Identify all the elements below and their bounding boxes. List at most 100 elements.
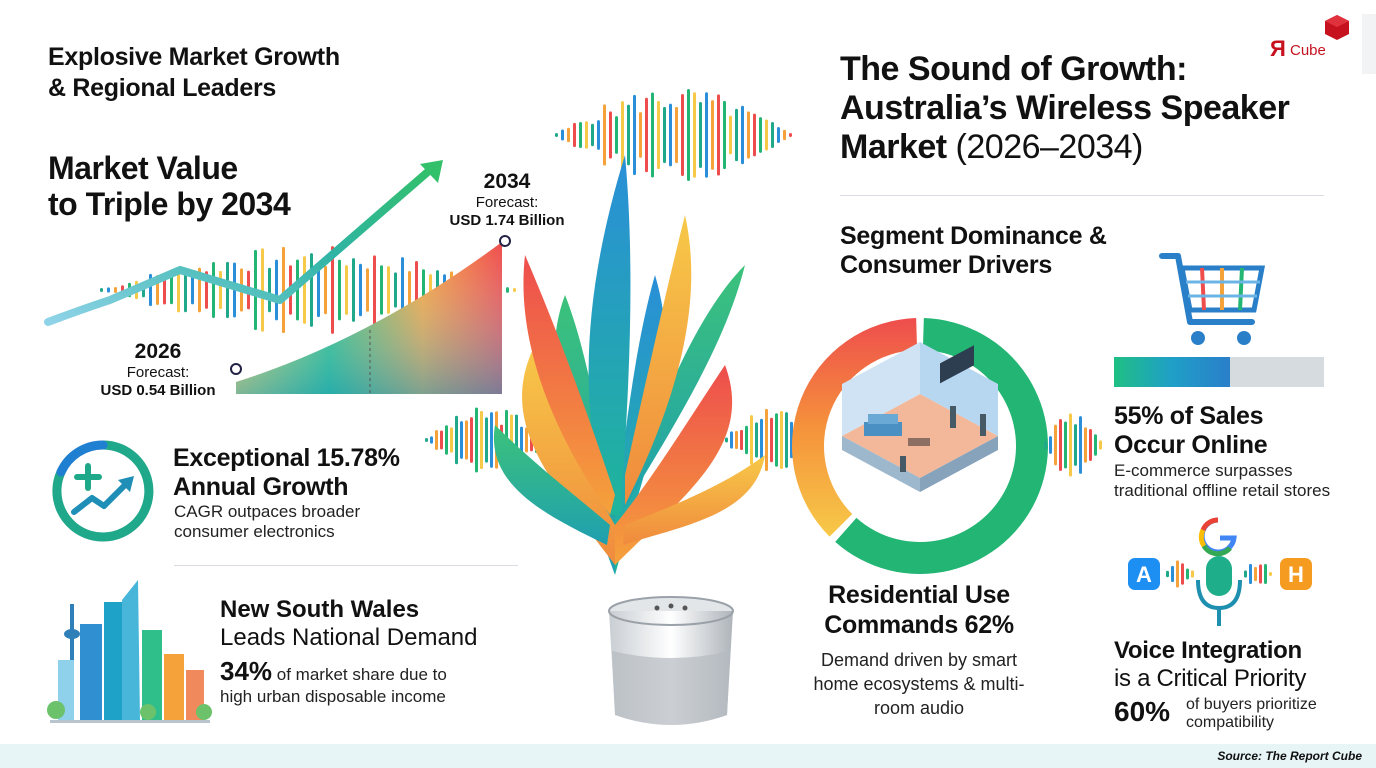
wave-bar — [639, 112, 642, 158]
wave-bar — [331, 246, 334, 334]
donut-residential-segment — [835, 318, 1048, 574]
petal — [615, 365, 733, 565]
voice-waveform — [1166, 560, 1272, 588]
wave-bar — [310, 253, 313, 327]
wave-bar — [760, 418, 763, 462]
wave-bar — [771, 121, 774, 149]
wave-bar — [275, 259, 278, 321]
wave-bar — [1064, 421, 1067, 469]
title-line: Market — [840, 128, 947, 166]
wave-bar — [1044, 441, 1047, 449]
wave-bar — [485, 417, 488, 463]
title-line: Australia’s Wireless Speaker — [840, 89, 1290, 127]
wave-bar — [317, 262, 320, 318]
svg-text:A: A — [1136, 562, 1152, 587]
segment-title-line: Segment Dominance & — [840, 222, 1107, 250]
segment-title-line: Consumer Drivers — [840, 251, 1052, 279]
wave-bar — [1259, 564, 1262, 584]
wave-bar — [741, 105, 744, 165]
residential-sub-line: room audio — [873, 698, 965, 718]
residential-donut-chart — [792, 318, 1048, 574]
wave-bar — [114, 286, 117, 294]
wave-bar — [380, 265, 383, 315]
wave-bar — [100, 288, 103, 292]
wave-bar — [725, 437, 728, 443]
wave-bar — [591, 123, 594, 147]
wave-bar — [755, 422, 758, 458]
wave-bar — [324, 265, 327, 315]
shopping-cart-icon — [1159, 253, 1266, 345]
start-forecast-label: 2026 Forecast: USD 0.54 Billion — [86, 340, 230, 399]
h-app-icon: H — [1280, 558, 1312, 590]
voice-sub-line: of buyers prioritize — [1186, 696, 1317, 713]
brand-mark: Я — [1270, 36, 1286, 61]
divider — [174, 565, 518, 566]
wave-bar — [373, 255, 376, 325]
section-title-growth: Explosive Market Growth & Regional Leade… — [48, 42, 340, 104]
nsw-description: 34% of market share due to high urban di… — [220, 658, 447, 708]
wave-bar — [475, 407, 478, 473]
wave-bar — [735, 108, 738, 162]
title-line: The Sound of Growth: — [840, 50, 1187, 88]
wave-bar — [729, 115, 732, 155]
wave-bar — [1264, 563, 1267, 585]
online-percent: 55% — [1114, 402, 1164, 430]
petal — [588, 155, 631, 515]
cagr-subtitle: CAGR outpaces broader consumer electroni… — [174, 502, 360, 542]
wave-bar — [561, 129, 564, 141]
wave-bar — [735, 430, 738, 450]
section-title-line: Explosive Market Growth — [48, 43, 340, 71]
wave-bar — [480, 410, 483, 470]
end-point — [499, 235, 511, 247]
wave-bar — [170, 275, 173, 305]
wave-bar — [750, 415, 753, 465]
sound-splash-graphic — [425, 88, 803, 725]
svg-text:H: H — [1288, 562, 1304, 587]
wave-bar — [465, 420, 468, 460]
voice-sub-line: compatibility — [1186, 714, 1275, 731]
wave-bar — [1254, 566, 1257, 582]
cagr-sub-line: CAGR outpaces broader — [174, 502, 361, 521]
wave-bar — [303, 256, 306, 324]
wave-bar — [765, 408, 768, 472]
source-caption: Source: The Report Cube — [1217, 749, 1362, 763]
wave-bar — [191, 275, 194, 305]
start-forecast-value: USD 0.54 Billion — [100, 382, 216, 399]
wave-bar — [212, 261, 215, 319]
wave-bar — [520, 426, 523, 454]
cagr-title-line: Annual Growth — [173, 473, 349, 501]
wave-bar — [780, 411, 783, 469]
nsw-title-line: New South Wales — [220, 596, 420, 623]
side-waveform — [1044, 413, 1102, 477]
nsw-title: New South Wales Leads National Demand — [220, 596, 478, 652]
wave-bar — [1069, 413, 1072, 477]
petal — [620, 265, 745, 515]
end-year: 2034 — [483, 170, 531, 193]
wave-bar — [1059, 418, 1062, 472]
wave-bar — [777, 126, 780, 144]
donut-other-segment — [792, 318, 918, 537]
wave-bar — [184, 267, 187, 313]
wave-bar — [460, 421, 463, 459]
wave-bar — [759, 117, 762, 153]
wave-bar — [1089, 429, 1092, 461]
wave-bar — [747, 111, 750, 159]
wave-bar — [1249, 563, 1252, 585]
wave-bar — [775, 413, 778, 467]
wave-bar — [669, 103, 672, 167]
wave-bar — [435, 429, 438, 451]
wave-bar — [338, 259, 341, 321]
wave-bar — [789, 133, 792, 137]
nsw-title-line2: Leads National Demand — [220, 624, 478, 651]
online-title-rest: of Sales — [1163, 402, 1264, 430]
cube-icon — [1325, 15, 1349, 40]
section-title-line: & Regional Leaders — [48, 74, 276, 102]
wave-bar — [387, 266, 390, 314]
wave-bar — [693, 92, 696, 178]
wave-bar — [705, 92, 708, 178]
brand-logo: Я Cube — [1270, 14, 1354, 61]
footer-bar — [0, 744, 1376, 768]
wave-bar — [621, 101, 624, 169]
online-subtitle: E-commerce surpasses traditional offline… — [1114, 461, 1330, 501]
residential-block: Residential Use Commands 62% Demand driv… — [788, 580, 1050, 720]
